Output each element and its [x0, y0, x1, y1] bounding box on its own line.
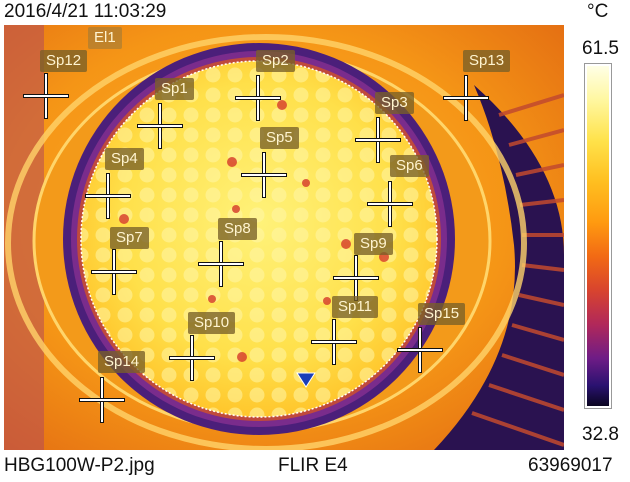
spot-label-sp6[interactable]: Sp6 [390, 155, 429, 177]
thermal-image [4, 25, 564, 450]
spot-crosshair-sp4[interactable] [86, 174, 130, 218]
spot-label-sp1[interactable]: Sp1 [155, 78, 194, 100]
heatsink-fins [434, 85, 564, 450]
timestamp: 2016/4/21 11:03:29 [4, 1, 167, 22]
spot-crosshair-sp6[interactable] [368, 182, 412, 226]
spot-label-sp13[interactable]: Sp13 [463, 50, 511, 72]
color-scale-bar [584, 63, 612, 409]
temperature-unit: °C [587, 1, 609, 22]
spot-crosshair-sp2[interactable] [236, 76, 280, 120]
spot-label-sp2[interactable]: Sp2 [256, 50, 295, 72]
spot-crosshair-sp9[interactable] [334, 256, 378, 300]
spot-label-sp8[interactable]: Sp8 [218, 218, 257, 240]
spot-label-sp12[interactable]: Sp12 [40, 50, 88, 72]
spot-crosshair-sp15[interactable] [398, 328, 442, 372]
ellipse-label[interactable]: El1 [88, 27, 122, 49]
camera-serial: 63969017 [528, 455, 613, 476]
spot-crosshair-sp7[interactable] [92, 250, 136, 294]
spot-label-sp9[interactable]: Sp9 [354, 233, 393, 255]
spot-label-sp15[interactable]: Sp15 [418, 303, 466, 325]
camera-model: FLIR E4 [278, 455, 348, 476]
spot-crosshair-sp1[interactable] [138, 104, 182, 148]
spot-crosshair-sp3[interactable] [356, 118, 400, 162]
image-filename: HBG100W-P2.jpg [4, 455, 155, 476]
spot-crosshair-sp11[interactable] [312, 320, 356, 364]
scale-max-value: 61.5 [582, 38, 619, 59]
spot-label-sp4[interactable]: Sp4 [105, 148, 144, 170]
spot-crosshair-sp5[interactable] [242, 153, 286, 197]
spot-crosshair-sp13[interactable] [444, 76, 488, 120]
spot-label-sp3[interactable]: Sp3 [375, 92, 414, 114]
spot-label-sp7[interactable]: Sp7 [110, 227, 149, 249]
spot-crosshair-sp14[interactable] [80, 378, 124, 422]
spot-label-sp10[interactable]: Sp10 [188, 312, 236, 334]
spot-label-sp14[interactable]: Sp14 [98, 351, 146, 373]
spot-label-sp11[interactable]: Sp11 [332, 296, 378, 318]
spot-crosshair-sp12[interactable] [24, 74, 68, 118]
spot-label-sp5[interactable]: Sp5 [260, 127, 299, 149]
scale-min-value: 32.8 [582, 424, 619, 445]
spot-crosshair-sp8[interactable] [199, 242, 243, 286]
hot-spots [119, 100, 389, 362]
spot-crosshair-sp10[interactable] [170, 336, 214, 380]
